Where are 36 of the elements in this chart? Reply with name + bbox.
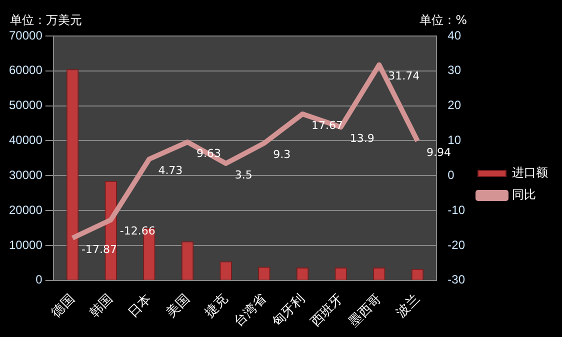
y-tick-label: 70000 (8, 28, 43, 42)
y-tick-label: 30000 (8, 168, 43, 182)
x-tick-label: 波兰 (393, 290, 422, 320)
y2-tick-label: 20 (448, 98, 462, 112)
y2-tick-label: 40 (448, 28, 462, 42)
y-tick-label: 50000 (8, 98, 43, 112)
y-tick-label: 40000 (8, 133, 43, 148)
y2-tick-label: 10 (448, 133, 462, 148)
y-tick-label: 20000 (8, 202, 43, 217)
y-axis-title: 单位：万美元 (10, 12, 82, 29)
x-tick-label: 日本 (124, 290, 154, 320)
y2-axis-title: 单位：% (420, 12, 467, 29)
x-tick-label: 韩国 (86, 290, 116, 320)
y2-tick-label: -10 (448, 202, 466, 217)
data-label: 9.94 (426, 146, 451, 159)
x-tick-label: 墨西哥 (346, 290, 384, 330)
data-label: 4.73 (158, 164, 183, 177)
x-tick-label: 台湾省 (230, 290, 269, 330)
legend-label: 进口额 (512, 166, 548, 180)
legend-label: 同比 (512, 188, 536, 202)
data-label: 9.3 (273, 148, 291, 162)
x-tick-label: 西班牙 (307, 290, 346, 330)
x-tick-label: 美国 (163, 290, 192, 320)
y-tick-label: 0 (36, 272, 43, 287)
y2-tick-label: -30 (448, 272, 466, 287)
y-tick-label: 10000 (8, 238, 43, 252)
data-label: 3.5 (234, 168, 252, 182)
data-label: 31.74 (388, 70, 420, 83)
y2-tick-label: 0 (448, 168, 455, 182)
y-tick-label: 60000 (8, 63, 43, 78)
x-tick-label: 匈牙利 (268, 290, 308, 330)
data-label: 13.9 (350, 132, 374, 145)
x-tick-label: 德国 (48, 290, 78, 320)
x-tick-label: 捷克 (202, 290, 230, 320)
y2-tick-label: -20 (448, 238, 466, 252)
y2-tick-label: 30 (448, 63, 462, 78)
